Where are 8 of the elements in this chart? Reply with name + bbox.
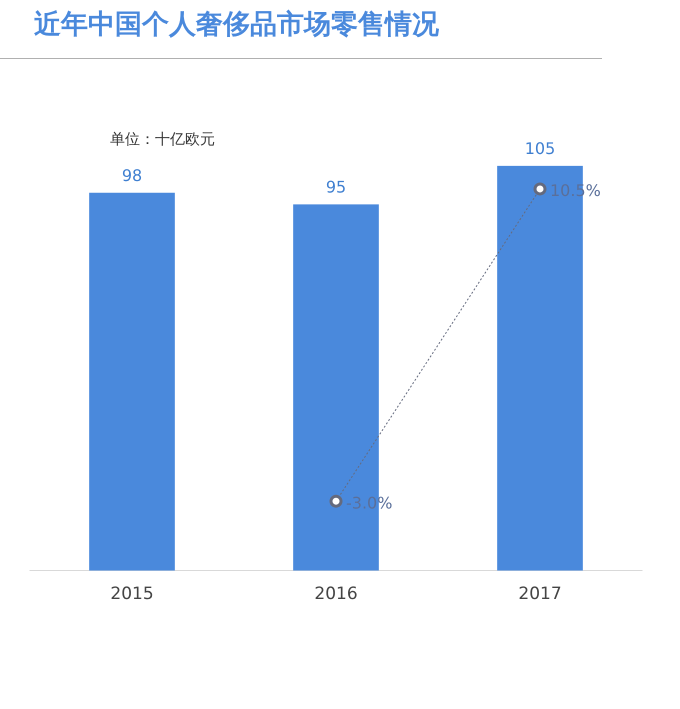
text: 单位：十亿欧元 [110,130,215,148]
x-tick-label: 2016 [314,584,358,604]
data-label: 105 [524,138,556,158]
chart-title: 近年中国个人奢侈品市场零售情况 [34,8,439,42]
x-tick-label: 2017 [518,584,562,604]
data-label: 98 [122,166,142,185]
x-tick-label: 2015 [110,584,154,604]
data-label: 95 [326,178,346,197]
